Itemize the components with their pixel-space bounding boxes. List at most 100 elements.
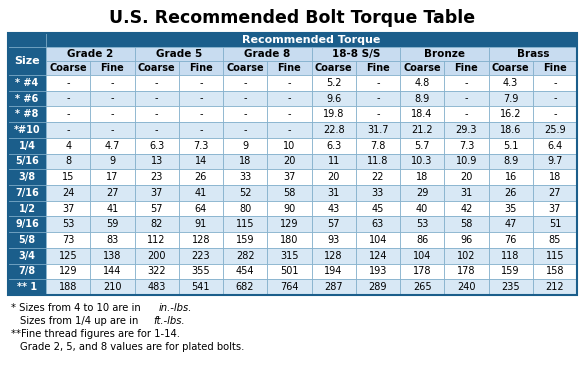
Bar [179, 232, 223, 248]
Bar [179, 122, 223, 138]
Text: 64: 64 [195, 204, 207, 214]
Bar [135, 122, 179, 138]
Bar [356, 279, 400, 295]
Text: 9: 9 [109, 157, 115, 166]
Text: 59: 59 [106, 219, 119, 229]
Text: 16: 16 [504, 172, 517, 182]
Text: 18: 18 [239, 157, 251, 166]
Bar [488, 201, 533, 217]
Text: Fine: Fine [543, 63, 567, 73]
Bar [400, 185, 444, 201]
Text: 73: 73 [62, 235, 74, 245]
Text: -: - [199, 125, 202, 135]
Text: 289: 289 [369, 282, 387, 292]
Text: 57: 57 [150, 204, 163, 214]
Bar [444, 185, 488, 201]
Text: 355: 355 [191, 266, 210, 276]
Text: 27: 27 [549, 188, 561, 198]
Text: 41: 41 [195, 188, 207, 198]
Text: 31: 31 [328, 188, 340, 198]
Text: * #4: * #4 [15, 78, 39, 88]
Text: 93: 93 [328, 235, 340, 245]
Bar [8, 33, 46, 47]
Bar [356, 61, 400, 75]
Bar [46, 61, 90, 75]
Text: 5.1: 5.1 [503, 141, 518, 151]
Text: -: - [66, 125, 70, 135]
Bar [90, 169, 135, 185]
Bar [179, 61, 223, 75]
Bar [356, 185, 400, 201]
Text: 7.3: 7.3 [193, 141, 209, 151]
Bar [444, 154, 488, 169]
Text: -: - [66, 109, 70, 119]
Bar [400, 248, 444, 264]
Text: 19.8: 19.8 [323, 109, 345, 119]
Bar [179, 248, 223, 264]
Bar [8, 169, 46, 185]
Text: 8.9: 8.9 [415, 93, 430, 104]
Text: 7.3: 7.3 [459, 141, 474, 151]
Text: 128: 128 [192, 235, 210, 245]
Text: 682: 682 [236, 282, 254, 292]
Bar [400, 47, 488, 61]
Text: 9/16: 9/16 [15, 219, 39, 229]
Text: -: - [243, 125, 247, 135]
Bar [488, 122, 533, 138]
Text: 128: 128 [324, 251, 343, 261]
Bar [267, 279, 311, 295]
Bar [356, 232, 400, 248]
Text: Coarse: Coarse [49, 63, 87, 73]
Text: 6.4: 6.4 [547, 141, 563, 151]
Bar [488, 106, 533, 122]
Bar [488, 232, 533, 248]
Bar [135, 169, 179, 185]
Text: 96: 96 [460, 235, 473, 245]
Bar [46, 138, 90, 154]
Text: -: - [155, 93, 159, 104]
Bar [533, 61, 577, 75]
Bar [223, 201, 267, 217]
Text: -: - [464, 93, 468, 104]
Bar [444, 122, 488, 138]
Text: 15: 15 [62, 172, 74, 182]
Text: 282: 282 [236, 251, 254, 261]
Bar [46, 217, 90, 232]
Bar [533, 154, 577, 169]
Text: 129: 129 [59, 266, 77, 276]
Text: 57: 57 [328, 219, 340, 229]
Bar [46, 33, 577, 47]
Bar [533, 169, 577, 185]
Bar [135, 264, 179, 279]
Text: 26: 26 [504, 188, 517, 198]
Bar [444, 217, 488, 232]
Text: Coarse: Coarse [403, 63, 441, 73]
Bar [90, 75, 135, 91]
Text: 138: 138 [103, 251, 122, 261]
Bar [400, 138, 444, 154]
Bar [90, 201, 135, 217]
Bar [533, 106, 577, 122]
Bar [488, 91, 533, 106]
Text: Grade 2, 5, and 8 values are for plated bolts.: Grade 2, 5, and 8 values are for plated … [20, 342, 245, 352]
Text: 43: 43 [328, 204, 340, 214]
Text: 10.3: 10.3 [411, 157, 433, 166]
Bar [533, 279, 577, 295]
Text: -: - [288, 93, 291, 104]
Bar [8, 122, 46, 138]
Bar [444, 232, 488, 248]
Text: 210: 210 [103, 282, 122, 292]
Text: 124: 124 [369, 251, 387, 261]
Text: 1/4: 1/4 [19, 141, 36, 151]
Text: 37: 37 [549, 204, 561, 214]
Text: 112: 112 [147, 235, 166, 245]
Bar [356, 154, 400, 169]
Bar [488, 138, 533, 154]
Text: -: - [243, 93, 247, 104]
Text: 53: 53 [416, 219, 428, 229]
Text: 541: 541 [192, 282, 210, 292]
Bar [400, 169, 444, 185]
Text: 63: 63 [371, 219, 384, 229]
Bar [135, 248, 179, 264]
Bar [135, 154, 179, 169]
